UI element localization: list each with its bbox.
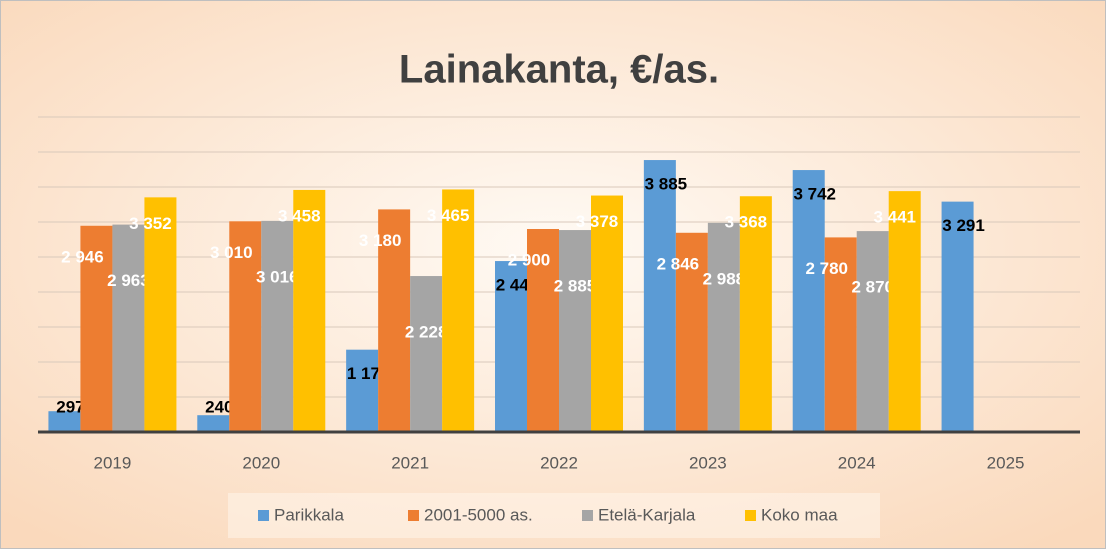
data-label: 297: [56, 397, 84, 416]
legend-swatch: [582, 510, 593, 521]
x-tick-label: 2019: [94, 453, 132, 472]
data-label: 3 465: [427, 206, 470, 225]
data-label: 2 780: [805, 259, 848, 278]
bar: [442, 189, 475, 432]
chart-title: Lainakanta, €/as.: [399, 48, 719, 92]
bar: [739, 196, 772, 432]
bar: [707, 222, 740, 432]
bar: [112, 224, 145, 432]
bar: [346, 349, 379, 432]
bar: [824, 237, 857, 432]
x-tick-label: 2023: [689, 453, 727, 472]
legend-label: Etelä-Karjala: [598, 505, 696, 524]
data-label: 3 352: [129, 214, 172, 233]
legend-label: Koko maa: [761, 505, 838, 524]
data-label: 3 291: [942, 216, 985, 235]
data-label: 2 846: [657, 254, 700, 273]
bar: [675, 232, 708, 432]
bar: [856, 231, 889, 432]
legend-box: [228, 493, 880, 538]
data-label: 3 368: [725, 213, 768, 232]
bar: [144, 197, 177, 432]
bar: [80, 225, 113, 432]
bar: [378, 209, 411, 432]
data-label: 3 885: [645, 175, 688, 194]
data-label: 2 963: [107, 271, 150, 290]
data-label: 2 988: [703, 269, 746, 288]
legend-swatch: [258, 510, 269, 521]
data-label: 3 458: [278, 206, 321, 225]
bar: [591, 195, 623, 432]
data-label: 3 016: [256, 267, 299, 286]
bar: [792, 170, 825, 432]
bar: [527, 229, 559, 432]
x-tick-label: 2025: [987, 453, 1025, 472]
data-label: 3 378: [576, 212, 619, 231]
data-label: 2 885: [554, 277, 597, 296]
legend-label: 2001-5000 as.: [424, 505, 533, 524]
data-label: 3 010: [210, 243, 253, 262]
legend-swatch: [745, 510, 756, 521]
bar: [559, 230, 591, 432]
bar: [293, 189, 326, 432]
bar: [261, 220, 294, 432]
bar: [888, 191, 921, 432]
data-label: 240: [205, 397, 233, 416]
bar: [495, 261, 527, 432]
bar: [410, 276, 443, 432]
x-tick-label: 2020: [242, 453, 280, 472]
data-label: 2 870: [851, 278, 894, 297]
data-label: 3 441: [873, 208, 916, 227]
data-label: 3 180: [359, 231, 402, 250]
bar: [197, 415, 230, 432]
data-label: 3 742: [793, 185, 836, 204]
x-tick-label: 2024: [838, 453, 876, 472]
bar: [229, 221, 262, 432]
legend-label: Parikkala: [274, 505, 344, 524]
bar: [941, 201, 974, 432]
data-label: 2 946: [61, 247, 104, 266]
data-label: 2 228: [405, 323, 448, 342]
bar: [643, 160, 676, 433]
bar: [48, 411, 81, 432]
legend-swatch: [408, 510, 419, 521]
x-tick-label: 2022: [540, 453, 578, 472]
x-tick-label: 2021: [391, 453, 429, 472]
data-label: 2 900: [508, 250, 551, 269]
